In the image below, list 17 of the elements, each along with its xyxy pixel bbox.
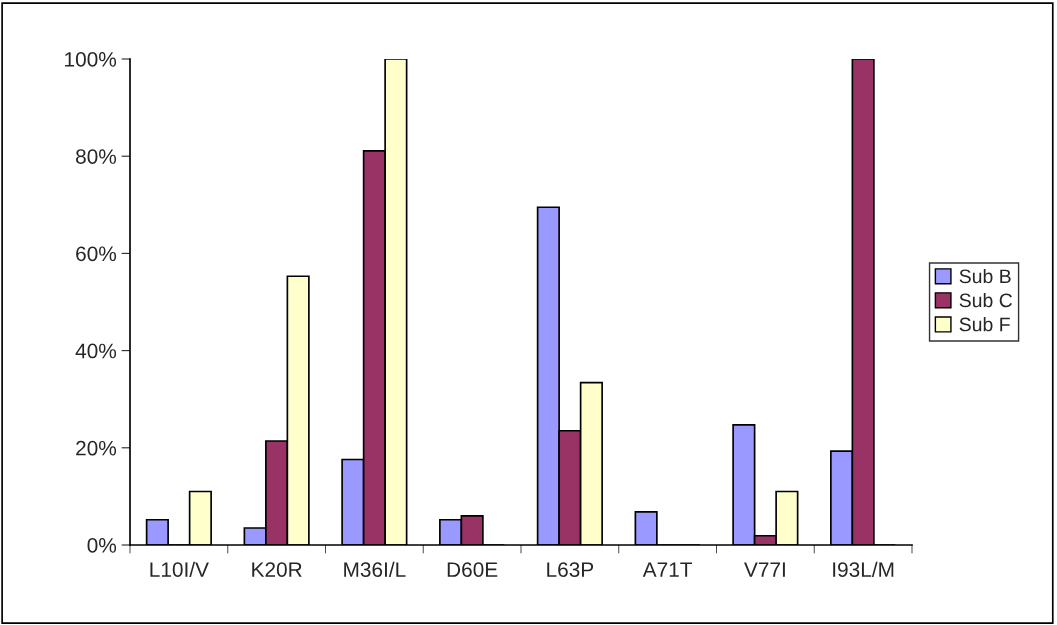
legend-label: Sub F <box>959 317 1010 332</box>
y-tick-label: 80% <box>76 149 117 164</box>
x-tick-label: M36I/L <box>344 561 406 577</box>
legend-label: Sub C <box>959 292 1013 308</box>
y-tick-label: 0% <box>87 538 117 553</box>
x-tick-label: V77I <box>744 562 785 577</box>
x-tick-label: L10I/V <box>150 561 209 577</box>
x-tick-label: K20R <box>252 562 302 577</box>
x-tick-label: A71T <box>642 562 693 577</box>
x-tick-label: L63P <box>547 562 594 577</box>
legend-label: Sub B <box>959 268 1011 284</box>
x-tick-label: D60E <box>447 562 498 577</box>
y-tick-label: 60% <box>76 246 117 262</box>
y-tick-label: 20% <box>76 440 117 456</box>
y-tick-label: 40% <box>75 343 117 359</box>
y-tick-label: 100% <box>65 52 117 67</box>
x-tick-label: I93L/M <box>833 561 894 577</box>
